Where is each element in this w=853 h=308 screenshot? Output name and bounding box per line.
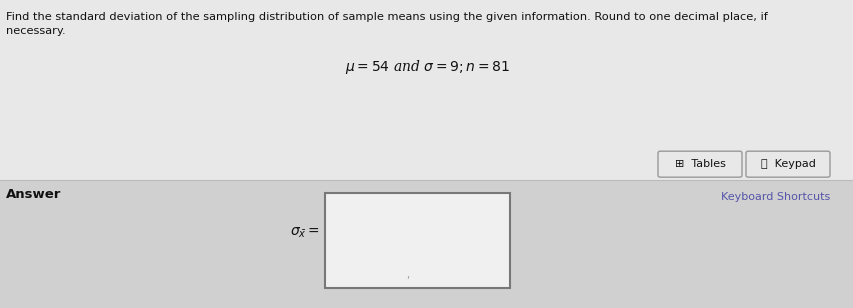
Text: $\sigma_{\bar{x}} =$: $\sigma_{\bar{x}} =$ bbox=[290, 226, 320, 240]
Text: Keyboard Shortcuts: Keyboard Shortcuts bbox=[720, 192, 829, 202]
Text: $\mu = 54$ and $\sigma = 9; n = 81$: $\mu = 54$ and $\sigma = 9; n = 81$ bbox=[344, 58, 509, 76]
Text: Find the standard deviation of the sampling distribution of sample means using t: Find the standard deviation of the sampl… bbox=[6, 12, 767, 22]
Text: 🖥  Keypad: 🖥 Keypad bbox=[760, 159, 815, 169]
Bar bbox=[0, 0, 853, 180]
Text: ⊞  Tables: ⊞ Tables bbox=[674, 159, 724, 169]
Bar bbox=[0, 180, 853, 308]
Text: Answer: Answer bbox=[6, 188, 61, 201]
FancyBboxPatch shape bbox=[657, 151, 741, 177]
Bar bbox=[325, 193, 509, 288]
Text: necessary.: necessary. bbox=[6, 26, 66, 36]
FancyBboxPatch shape bbox=[746, 151, 829, 177]
Text: ,: , bbox=[406, 270, 409, 280]
